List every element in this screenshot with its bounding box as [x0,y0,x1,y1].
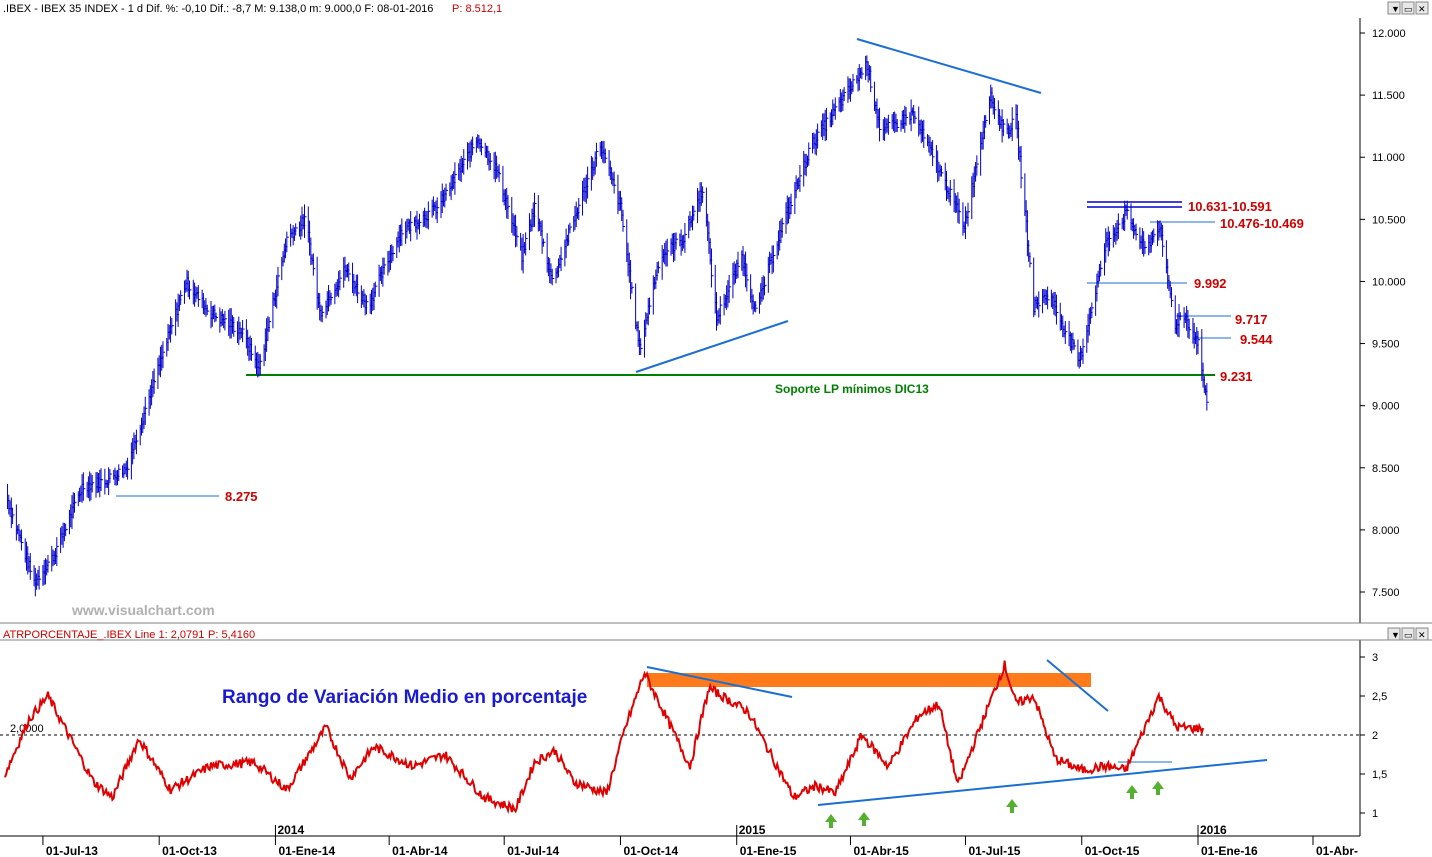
price-y-tick-label: 8.500 [1372,463,1400,475]
level-label-9717: 9.717 [1235,312,1268,327]
green-up-arrow-4 [1126,785,1138,799]
x-tick-label: 01-Ene-15 [740,844,797,857]
maximize-button[interactable] [1401,1,1415,15]
indicator-trendline-down-1 [646,666,793,698]
x-tick-label: 01-Ene-16 [1201,844,1258,857]
indicator-header-info: ATRPORCENTAJE_.IBEX Line 1: 2,0791 [3,629,204,641]
pane-controls-bottom: ▼ ▭ ✕ [1387,627,1429,641]
x-tick-label: 01-Abr-14 [392,844,448,857]
indicator-y-tick-label: 3 [1372,652,1378,664]
year-label: 2014 [277,823,304,837]
price-series [7,55,1209,597]
main-header-info: .IBEX - IBEX 35 INDEX - 1 d Dif. %: -0,1… [3,3,433,15]
price-y-tick-label: 8.000 [1372,525,1400,537]
level-label-8275: 8.275 [225,489,258,504]
indicator-y-tick-label: 2 [1372,730,1378,742]
green-up-arrow-1 [825,814,837,828]
x-tick-label: 01-Jul-14 [507,844,559,857]
indicator-maximize-button[interactable] [1401,627,1415,641]
year-label: 2015 [739,823,766,837]
x-tick-label: 01-Ene-14 [278,844,335,857]
indicator-y-tick-label: 2,5 [1372,691,1387,703]
high-volatility-zone [647,673,1091,687]
indicator-header-price: P: 5,4160 [208,629,255,641]
level-label-9992: 9.992 [1194,276,1227,291]
green-up-arrow-2 [858,812,870,826]
x-tick-label: 01-Abr- [1316,844,1358,857]
price-y-tick-label: 11.000 [1372,152,1405,164]
level-label-9544: 9.544 [1240,332,1273,347]
x-tick-label: 01-Oct-13 [162,844,217,857]
price-y-tick-label: 12.000 [1372,28,1406,40]
indicator-y-tick-label: 1 [1372,808,1378,820]
level-label-10476: 10.476-10.469 [1220,216,1304,231]
price-y-tick-label: 9.500 [1372,339,1400,351]
atr-percent-line [4,660,1205,815]
minimize-button[interactable] [1387,1,1401,15]
indicator-close-icon: ✕ [1418,630,1426,640]
close-icon: ✕ [1418,4,1426,14]
price-y-tick-label: 9.000 [1372,401,1400,413]
price-y-tick-label: 7.500 [1372,587,1400,599]
level-label-9231: 9.231 [1220,369,1253,384]
pane-controls-top: ▼ ▭ ✕ [1387,1,1429,15]
support-label: Soporte LP mínimos DIC13 [775,382,929,396]
green-up-arrow-3 [1006,799,1018,813]
watermark: www.visualchart.com [71,602,215,618]
indicator-maximize-icon: ▭ [1404,630,1413,640]
level-label-10631: 10.631-10.591 [1188,199,1272,214]
indicator-y-ticks: 3 2,5 2 1,5 1 [1360,652,1387,820]
minimize-icon: ▼ [1391,4,1400,14]
indicator-trendline-down-2 [1046,659,1109,712]
indicator-minimize-button[interactable] [1387,627,1401,641]
indicator-minimize-icon: ▼ [1391,630,1400,640]
x-tick-label: 01-Abr-15 [853,844,909,857]
indicator-title: Rango de Variación Medio en porcentaje [222,687,587,708]
close-button[interactable] [1415,1,1429,15]
indicator-support-trendline [817,759,1268,806]
indicator-series [4,660,1205,815]
arrows [825,781,1164,828]
price-y-tick-label: 11.500 [1372,90,1405,102]
green-up-arrow-5 [1152,781,1164,795]
main-header-price: P: 8.512,1 [452,3,502,15]
x-tick-label: 01-Oct-15 [1085,844,1140,857]
trendline-lows-2014 [635,320,789,373]
year-label: 2016 [1200,823,1227,837]
x-tick-label: 01-Jul-13 [46,844,98,857]
indicator-y-tick-label: 1,5 [1372,769,1387,781]
price-y-tick-label: 10.500 [1372,214,1406,226]
maximize-icon: ▭ [1404,4,1413,14]
x-tick-label: 01-Jul-15 [968,844,1020,857]
trendline-highs-2015 [856,38,1042,94]
price-y-tick-label: 10.000 [1372,276,1406,288]
x-tick-label: 01-Oct-14 [623,844,678,857]
indicator-close-button[interactable] [1415,627,1429,641]
x-ticks: 01-Jul-13 01-Oct-13 01-Ene-14 01-Abr-14 01-J… [42,823,1358,857]
price-y-ticks: 12.000 11.500 11.000 10.500 10.000 9.500 9.000… [1360,28,1406,599]
